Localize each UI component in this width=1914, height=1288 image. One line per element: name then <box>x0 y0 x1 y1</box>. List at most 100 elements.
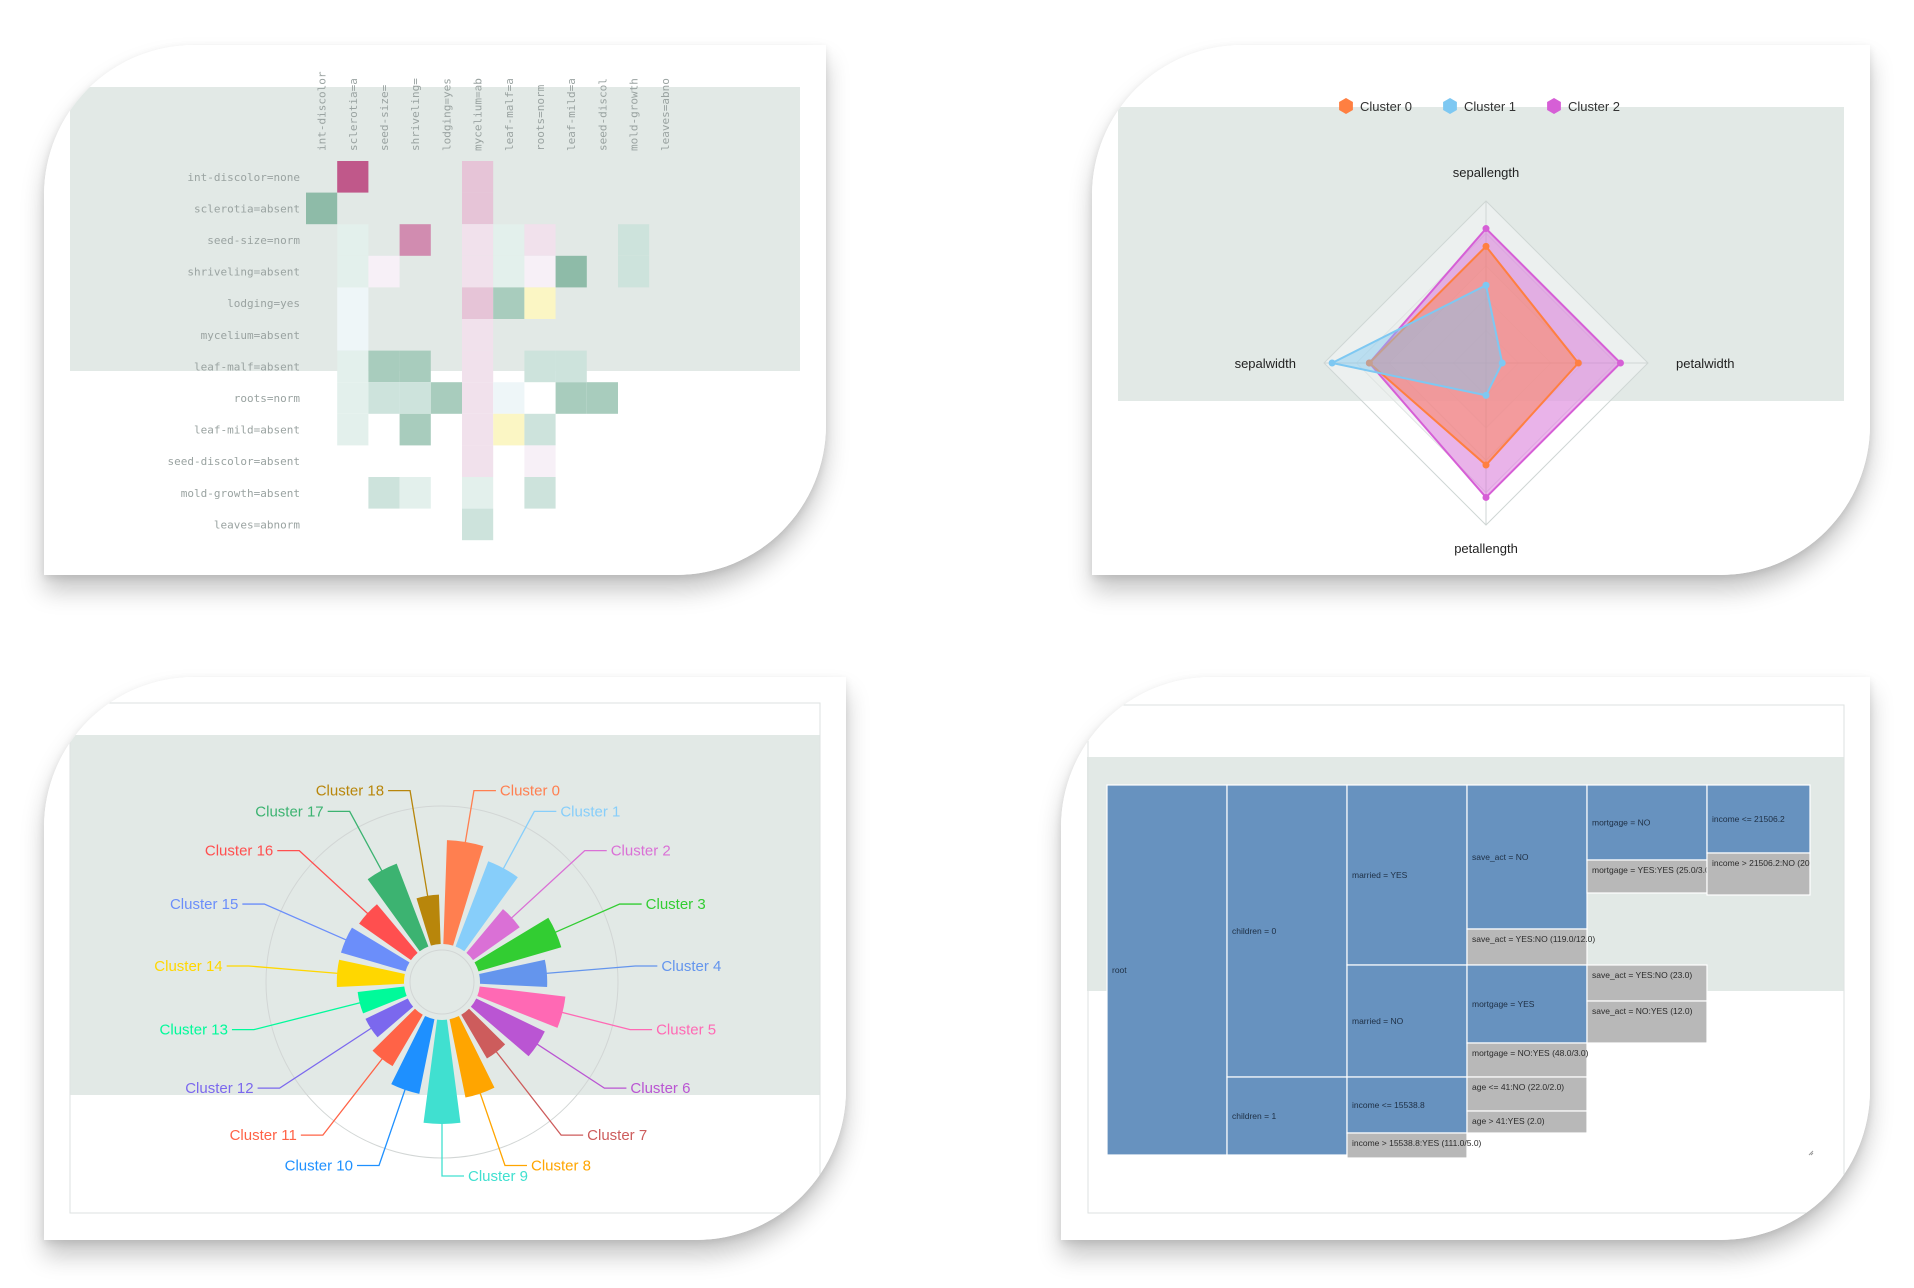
polar-category-label: Cluster 4 <box>661 958 721 975</box>
polar-category-label: Cluster 5 <box>656 1022 716 1039</box>
radar-point <box>1483 494 1490 501</box>
polar-bar-chart: Cluster 0Cluster 1Cluster 2Cluster 3Clus… <box>44 677 846 1240</box>
row-label: leaf-mild=absent <box>194 424 300 437</box>
heatmap-cell <box>587 382 618 414</box>
polar-category-label: Cluster 9 <box>468 1168 528 1185</box>
treemap-card: root children = 0 children = 1 married = YE… <box>1061 677 1870 1240</box>
radar-point <box>1483 243 1490 250</box>
heatmap-cell <box>524 256 555 288</box>
row-label: sclerotia=absent <box>194 202 300 215</box>
polar-category-label: Cluster 1 <box>560 803 620 820</box>
polar-category-label: Cluster 12 <box>185 1080 253 1097</box>
heatmap-cell <box>493 414 524 446</box>
column-label: mycelium=ab <box>472 78 485 151</box>
heatmap-cell <box>337 287 368 319</box>
radar-point <box>1575 360 1582 367</box>
heatmap-cell <box>462 287 493 319</box>
radar-axis-label: sepalwidth <box>1235 356 1296 371</box>
heatmap-cell <box>462 193 493 225</box>
radar-axis-label: petallength <box>1454 541 1518 556</box>
heatmap-cell <box>524 351 555 383</box>
column-label: lodging=yes <box>440 78 453 151</box>
heatmap-cell <box>337 161 368 193</box>
legend-label: Cluster 2 <box>1568 99 1620 114</box>
heatmap-cell <box>368 351 399 383</box>
polar-category-label: Cluster 6 <box>630 1080 690 1097</box>
polar-category-label: Cluster 2 <box>611 843 671 860</box>
row-label: leaf-malf=absent <box>194 360 300 373</box>
tree-node-label: age <= 41:NO (22.0/2.0) <box>1472 1082 1564 1092</box>
tree-node-label: mortgage = YES <box>1472 999 1535 1009</box>
heatmap-cell <box>337 256 368 288</box>
radar-point <box>1483 462 1490 469</box>
heatmap-cell <box>337 414 368 446</box>
polar-category-label: Cluster 3 <box>646 896 706 913</box>
column-label: leaf-mild=a <box>565 78 578 151</box>
radar-point <box>1499 360 1506 367</box>
row-label: leaves=abnorm <box>214 518 300 531</box>
heatmap-cell <box>462 256 493 288</box>
legend-label: Cluster 1 <box>1464 99 1516 114</box>
heatmap-cell <box>337 319 368 351</box>
heatmap-cell <box>462 509 493 541</box>
radar-point <box>1329 360 1336 367</box>
heatmap-cell <box>524 445 555 477</box>
radar-point <box>1617 360 1624 367</box>
heatmap-cell <box>618 224 649 256</box>
heatmap-cell <box>462 382 493 414</box>
column-label: seed-size= <box>378 84 391 151</box>
heatmap-cell <box>400 382 431 414</box>
radar-chart: Cluster 0 Cluster 1 Cluster 2 sepallength pe… <box>1092 45 1870 575</box>
column-label: sclerotia=a <box>347 78 360 151</box>
heatmap-cell <box>462 224 493 256</box>
heatmap-cell <box>462 414 493 446</box>
column-label: roots=norm <box>534 84 547 151</box>
heatmap-cell <box>337 224 368 256</box>
highlight-band <box>70 87 800 371</box>
tree-node-label: root <box>1112 965 1127 975</box>
tree-node-label: children = 0 <box>1232 926 1276 936</box>
heatmap-cell <box>556 256 587 288</box>
heatmap-cell <box>368 382 399 414</box>
polar-category-label: Cluster 16 <box>205 843 273 860</box>
polar-category-label: Cluster 13 <box>160 1022 228 1039</box>
heatmap-cell <box>368 256 399 288</box>
tree-node-label: save_act = YES:NO (23.0) <box>1592 970 1692 980</box>
tree-node-label: income <= 15538.8 <box>1352 1100 1425 1110</box>
column-label: int-discolor <box>316 71 329 151</box>
tree-node-label: married = NO <box>1352 1016 1404 1026</box>
row-label: lodging=yes <box>227 297 300 310</box>
heatmap-cell <box>431 382 462 414</box>
row-label: int-discolor=none <box>187 171 300 184</box>
radar-point <box>1483 392 1490 399</box>
row-label: shriveling=absent <box>187 266 300 279</box>
row-label: seed-discolor=absent <box>168 455 300 468</box>
legend-label: Cluster 0 <box>1360 99 1412 114</box>
column-label: seed-discol <box>596 78 609 151</box>
heatmap-cell <box>400 351 431 383</box>
radar-point <box>1483 225 1490 232</box>
heatmap-cell <box>400 414 431 446</box>
radar-axis-label: petalwidth <box>1676 356 1735 371</box>
column-label: leaf-malf=a <box>503 78 516 151</box>
column-label: mold-growth <box>628 78 641 151</box>
tree-node-label: save_act = NO:YES (12.0) <box>1592 1006 1693 1016</box>
heatmap-cell <box>524 287 555 319</box>
heatmap-cell <box>493 287 524 319</box>
heatmap-cell <box>337 351 368 383</box>
polar-category-label: Cluster 11 <box>230 1127 297 1144</box>
row-label: seed-size=norm <box>207 234 300 247</box>
heatmap-cell <box>306 193 337 225</box>
tree-node-label: children = 1 <box>1232 1111 1276 1121</box>
tree-node-label: save_act = YES:NO (119.0/12.0) <box>1472 934 1595 944</box>
tree-node-label: income > 15538.8:YES (111.0/5.0) <box>1352 1138 1482 1148</box>
polar-category-label: Cluster 15 <box>170 896 238 913</box>
polar-category-label: Cluster 18 <box>316 783 384 800</box>
polar-category-label: Cluster 8 <box>531 1157 591 1174</box>
heatmap-cell <box>462 445 493 477</box>
heatmap-cell <box>556 382 587 414</box>
heatmap-cell <box>462 351 493 383</box>
column-label: leaves=abno <box>659 78 672 151</box>
tree-node-label: save_act = NO <box>1472 852 1529 862</box>
heatmap-cell <box>493 224 524 256</box>
